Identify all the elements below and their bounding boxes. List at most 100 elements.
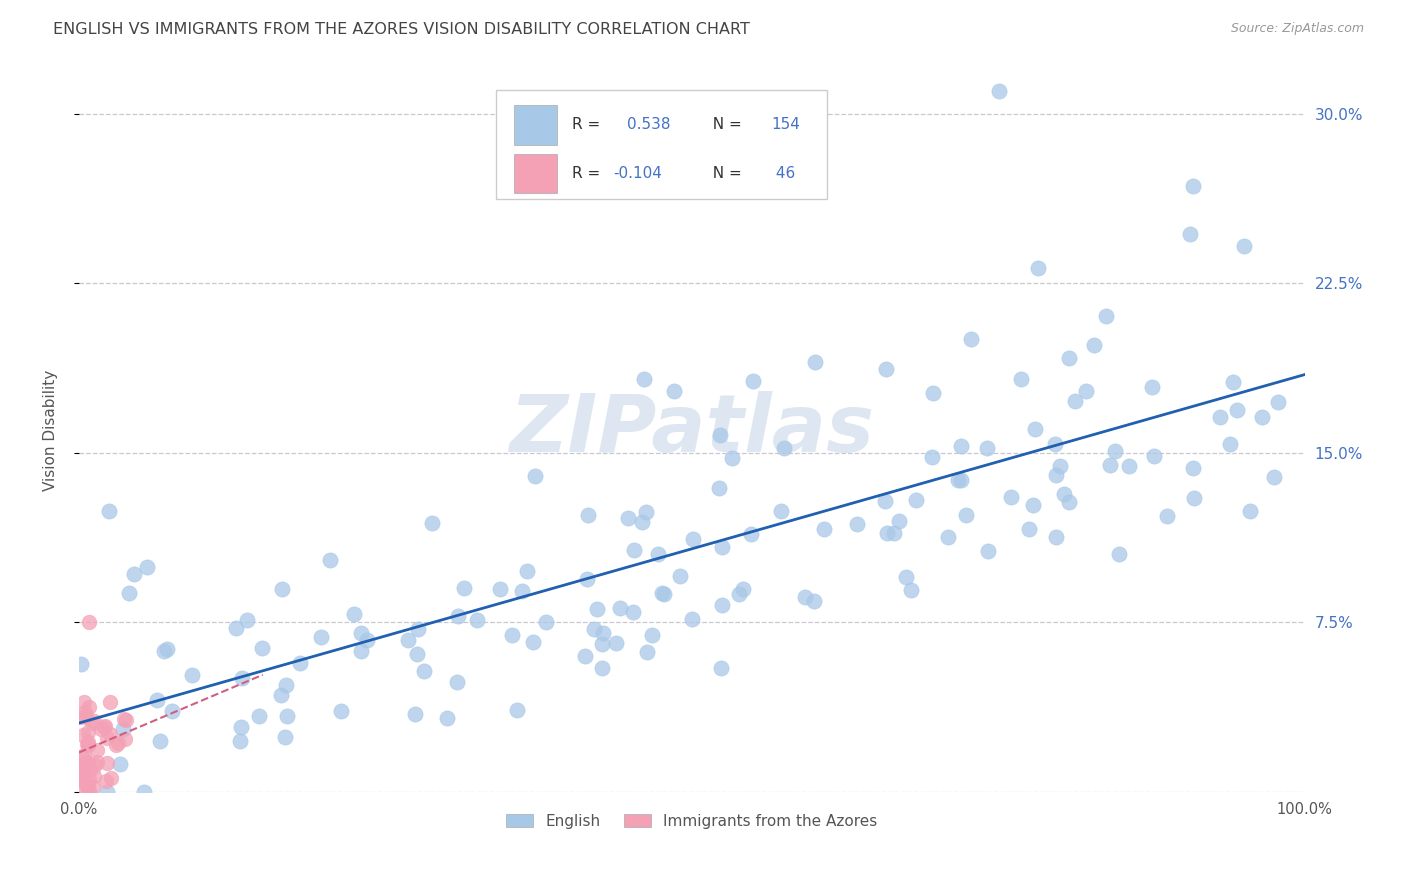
Point xyxy=(107,736,129,750)
Point xyxy=(235,613,257,627)
Point xyxy=(396,633,419,648)
Point xyxy=(90,722,112,736)
Point xyxy=(77,772,100,787)
Y-axis label: Vision Disability: Vision Disability xyxy=(44,369,58,491)
Point xyxy=(1250,410,1272,425)
Point xyxy=(274,730,297,744)
Point xyxy=(111,722,134,736)
Point xyxy=(309,631,332,645)
Point xyxy=(69,780,91,795)
Point xyxy=(105,738,128,752)
Point xyxy=(1045,468,1067,483)
Point xyxy=(630,515,652,529)
Point xyxy=(636,645,658,659)
Point xyxy=(146,693,169,707)
Point xyxy=(591,637,613,651)
Point xyxy=(709,661,731,675)
Point xyxy=(609,601,631,615)
Point xyxy=(356,632,378,647)
Point xyxy=(70,757,93,772)
Point xyxy=(921,450,943,464)
Point xyxy=(574,649,596,664)
Point xyxy=(94,719,117,733)
Point xyxy=(406,622,429,636)
Point xyxy=(873,494,896,508)
Point xyxy=(876,526,898,541)
Point xyxy=(77,725,100,739)
Point xyxy=(465,613,488,627)
Point xyxy=(70,762,93,776)
Point xyxy=(100,696,122,710)
Point xyxy=(114,731,136,746)
Point xyxy=(1142,380,1164,394)
Point xyxy=(904,493,927,508)
Point xyxy=(76,785,98,799)
Point xyxy=(156,642,179,657)
Point xyxy=(250,641,273,656)
Point xyxy=(122,567,145,582)
Point xyxy=(887,514,910,528)
Point xyxy=(955,508,977,523)
Point xyxy=(436,711,458,725)
Point xyxy=(80,715,103,730)
Point xyxy=(225,621,247,635)
Point xyxy=(350,644,373,658)
Point xyxy=(404,706,426,721)
Point xyxy=(93,720,115,734)
Point xyxy=(709,481,731,495)
Point xyxy=(1099,458,1122,472)
Text: 46: 46 xyxy=(772,166,796,181)
Point xyxy=(69,657,91,672)
Point xyxy=(501,628,523,642)
FancyBboxPatch shape xyxy=(515,153,557,194)
Point xyxy=(1064,393,1087,408)
Point xyxy=(731,582,754,596)
Point xyxy=(1108,547,1130,561)
FancyBboxPatch shape xyxy=(515,105,557,145)
Point xyxy=(1182,178,1205,193)
Point xyxy=(115,713,138,727)
Point xyxy=(664,384,686,398)
Point xyxy=(1043,436,1066,450)
Text: ZIPatlas: ZIPatlas xyxy=(509,392,875,469)
Point xyxy=(1219,437,1241,451)
Text: N =: N = xyxy=(703,118,747,132)
Point xyxy=(136,560,159,574)
Point xyxy=(76,756,98,770)
Point xyxy=(1010,372,1032,386)
Point xyxy=(804,354,827,368)
Point xyxy=(1142,449,1164,463)
Point xyxy=(247,709,270,723)
Point xyxy=(132,785,155,799)
Point xyxy=(79,764,101,778)
Point xyxy=(1156,508,1178,523)
Point xyxy=(647,547,669,561)
Point xyxy=(77,615,100,630)
Point xyxy=(70,772,93,786)
Text: 0.538: 0.538 xyxy=(627,118,671,132)
Point xyxy=(96,756,118,770)
Point xyxy=(329,704,352,718)
Point xyxy=(976,441,998,455)
Point xyxy=(98,727,121,741)
Point xyxy=(100,771,122,785)
Point xyxy=(413,664,436,678)
Point xyxy=(73,747,96,762)
Point xyxy=(576,508,599,522)
Point xyxy=(621,605,644,619)
Point xyxy=(83,757,105,772)
Point xyxy=(270,689,292,703)
Point xyxy=(1024,422,1046,436)
Point xyxy=(583,622,606,636)
Point xyxy=(652,587,675,601)
Point xyxy=(1118,459,1140,474)
Point xyxy=(1239,503,1261,517)
Point xyxy=(276,678,298,692)
Point xyxy=(94,773,117,788)
Point xyxy=(651,586,673,600)
Point xyxy=(641,627,664,641)
Point xyxy=(505,703,527,717)
Point xyxy=(591,660,613,674)
Point xyxy=(453,582,475,596)
Point xyxy=(900,582,922,597)
